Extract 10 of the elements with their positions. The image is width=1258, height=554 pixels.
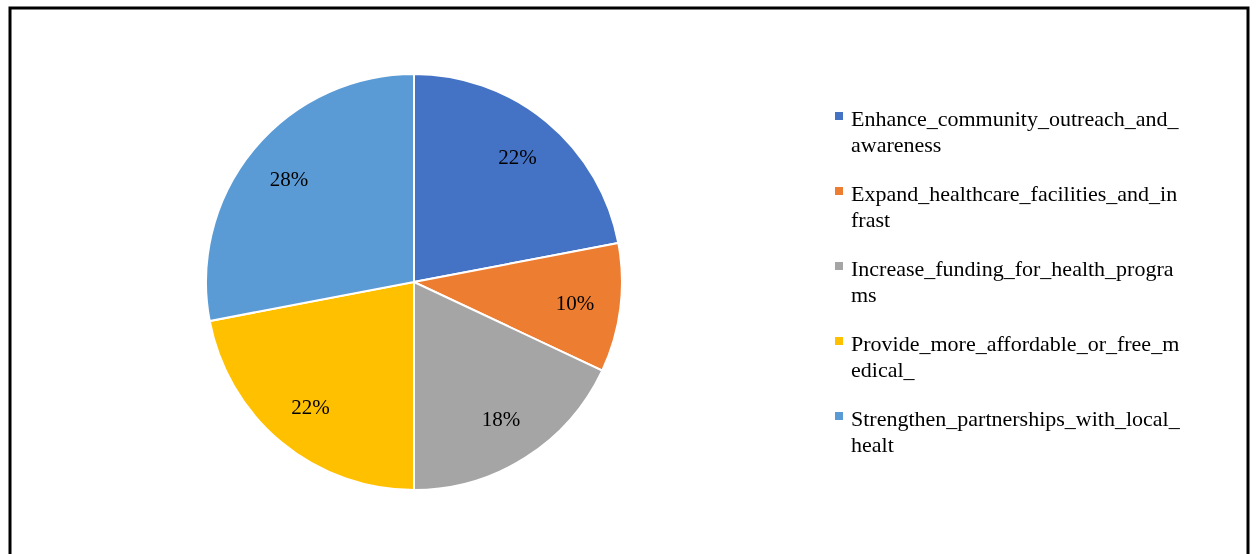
data-label: 10%	[555, 290, 595, 315]
legend-label: Provide_more_affordable_or_free_medical_	[851, 330, 1180, 383]
legend-label: Increase_funding_for_health_programs	[851, 255, 1174, 308]
legend-label: Strengthen_partnerships_with_local_healt	[851, 405, 1181, 458]
legend-label: Enhance_community_outreach_and_awareness	[851, 105, 1180, 158]
data-label: 18%	[481, 407, 521, 432]
data-label: 28%	[269, 166, 309, 191]
data-label: 22%	[291, 395, 330, 420]
data-label: 22%	[498, 145, 537, 170]
legend-label: Expand_healthcare_facilities_and_infrast	[851, 180, 1178, 233]
